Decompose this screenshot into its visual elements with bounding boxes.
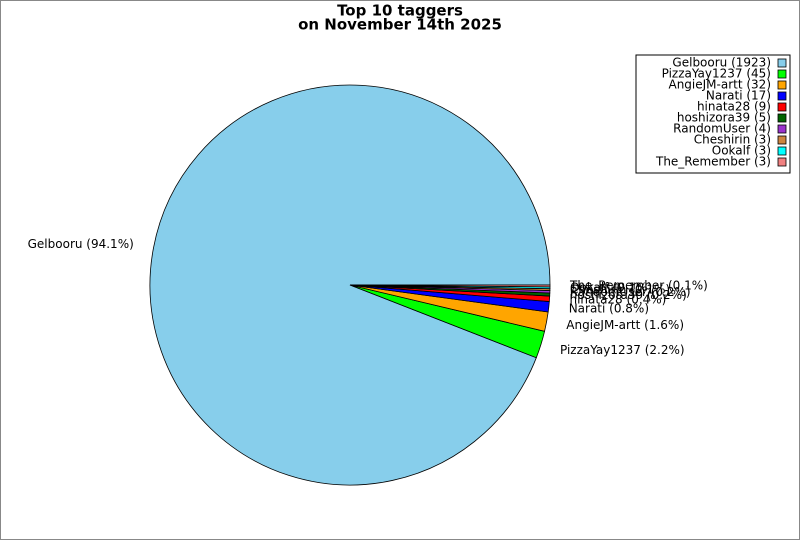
legend-label: Gelbooru (1923) [672, 56, 771, 70]
legend-swatch [777, 80, 787, 90]
legend-label: PizzaYay1237 (45) [662, 67, 771, 81]
legend-label: hinata28 (9) [697, 100, 771, 114]
slice-label: AngieJM-artt (1.6%) [566, 318, 684, 332]
legend-label: Narati (17) [706, 89, 771, 103]
slice-label: Ookalf (0.1%) [570, 281, 652, 295]
legend-swatch [777, 91, 787, 101]
legend-swatch [777, 69, 787, 79]
legend-label: RandomUser (4) [673, 122, 771, 136]
slice-label: hinata28 (0.4%) [569, 293, 666, 307]
chart-subtitle: on November 14th 2025 [298, 16, 502, 34]
chart-title: Top 10 taggers [337, 2, 463, 20]
slice-label: Narati (0.8%) [569, 301, 649, 315]
legend-swatch [777, 113, 787, 123]
legend-label: hoshizora39 (5) [677, 111, 771, 125]
legend-label: Ookalf (3) [712, 144, 771, 158]
legend-label: AngieJM-artt (32) [668, 78, 771, 92]
legend-swatch [777, 102, 787, 112]
legend-swatch [777, 157, 787, 167]
slice-label: Gelbooru (94.1%) [28, 237, 134, 251]
slice-label: RandomUser (0.2%) [570, 285, 691, 299]
slice-label: hoshizora39 (0.2%) [570, 288, 687, 302]
slice-label: The_Remember (0.1%) [569, 279, 708, 293]
legend-box [635, 54, 791, 174]
slice-label: Cheshirin (0.1%) [570, 283, 670, 297]
legend-swatch [777, 58, 787, 68]
legend-swatch [777, 146, 787, 156]
legend-label: Cheshirin (3) [694, 133, 771, 147]
legend-label: The_Remember (3) [655, 155, 771, 169]
legend-swatch [777, 124, 787, 134]
legend-swatch [777, 135, 787, 145]
pie-slice [349, 284, 551, 288]
slice-label: PizzaYay1237 (2.2%) [560, 343, 685, 357]
